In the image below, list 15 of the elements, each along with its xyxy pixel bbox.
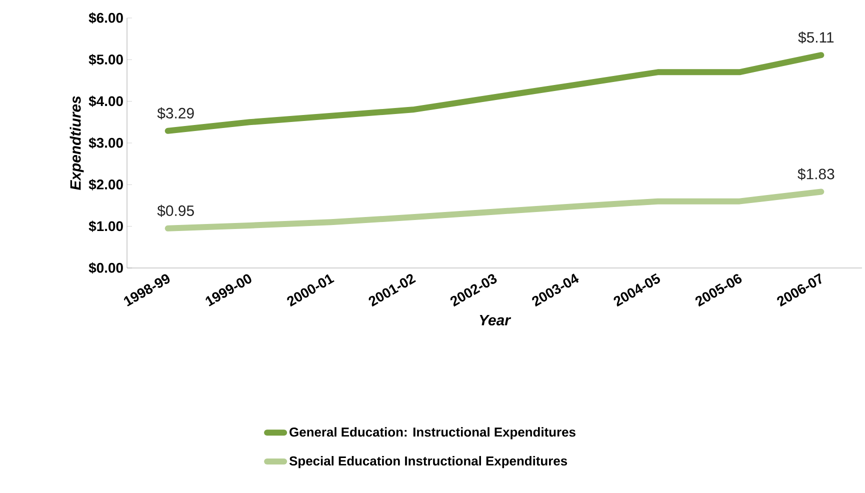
data-label: $3.29	[157, 107, 194, 120]
data-label: $1.83	[798, 168, 834, 180]
y-tick-label: $2.00	[88, 178, 123, 190]
y-tick-label: $5.00	[88, 54, 123, 66]
y-tick-label: $0.00	[88, 262, 123, 274]
y-axis-title: Expendtiures	[70, 96, 84, 190]
legend-label: General Education: Instructional Expenditures	[290, 427, 576, 440]
y-tick-label: $4.00	[88, 96, 123, 108]
y-tick-label: $3.00	[88, 137, 123, 149]
y-tick-label: $1.00	[88, 220, 123, 232]
x-axis-title: Year	[480, 315, 512, 326]
legend-label: Special Education Instructional Expenditures	[289, 456, 568, 468]
data-label: $5.11	[798, 31, 834, 44]
y-tick-label: $6.00	[88, 12, 123, 24]
data-label: $0.95	[157, 204, 194, 217]
